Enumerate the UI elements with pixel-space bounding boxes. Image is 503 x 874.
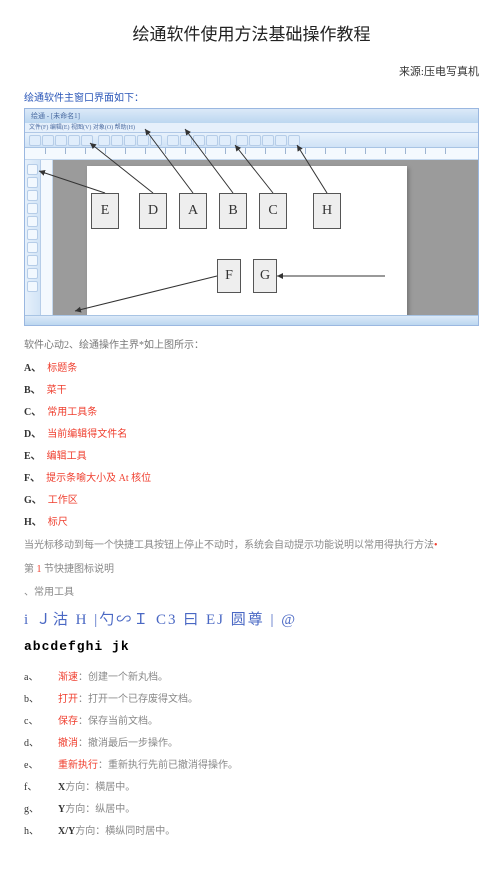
desc-item: e、重新执行：重新执行先前已撤消得操作。 xyxy=(24,756,479,771)
legend-key: E、 xyxy=(24,447,41,462)
diagram-node-a: A xyxy=(179,193,207,229)
desc-key: g、 xyxy=(24,800,52,815)
desc-text: 打开：打开一个已存废得文档。 xyxy=(58,690,198,705)
diagram-node-c: C xyxy=(259,193,287,229)
desc-key: c、 xyxy=(24,712,52,727)
screenshot-caption: 软件心动2、绘通操作主界*如上图所示： xyxy=(24,336,479,351)
legend-item: H、标尺 xyxy=(24,513,479,528)
desc-item: f、 X方向：横居中。 xyxy=(24,778,479,793)
legend-key: F、 xyxy=(24,469,40,484)
legend-text: 菜干 xyxy=(47,381,67,396)
sub-title: 、常用工具 xyxy=(24,583,479,598)
intro-line: 绘通软件主窗口界面如下： xyxy=(24,89,479,104)
desc-key: f、 xyxy=(24,778,52,793)
section-number: 第 1 节快捷图标说明 xyxy=(24,560,479,575)
legend-item: G、工作区 xyxy=(24,491,479,506)
desc-key: e、 xyxy=(24,756,52,771)
legend-text: 常用工具条 xyxy=(47,403,97,418)
legend-key: H、 xyxy=(24,513,42,528)
desc-item: d、撤消：撤消最后一步操作。 xyxy=(24,734,479,749)
legend-text: 编辑工具 xyxy=(47,447,87,462)
desc-key: b、 xyxy=(24,690,52,705)
desc-item: c、保存：保存当前文档。 xyxy=(24,712,479,727)
legend-key: B、 xyxy=(24,381,41,396)
legend-item: F、提示条喻大小及 At 核位 xyxy=(24,469,479,484)
desc-text: X方向：横居中。 xyxy=(58,778,135,793)
desc-key: d、 xyxy=(24,734,52,749)
legend-item: E、编辑工具 xyxy=(24,447,479,462)
desc-text: 渐速：创建一个新丸档。 xyxy=(58,668,168,683)
note-line: 当光标移动到每一个快捷工具按钮上停止不动时，系统会自动提示功能说明以常用得执行方… xyxy=(24,538,479,553)
mono-row: abcdefghi jk xyxy=(24,639,479,654)
legend-item: D、当前编辑得文件名 xyxy=(24,425,479,440)
legend-text: 当前编辑得文件名 xyxy=(47,425,127,440)
desc-list: a、渐速：创建一个新丸档。 b、打开：打开一个已存废得文档。 c、保存：保存当前文档… xyxy=(24,668,479,837)
legend-item: C、常用工具条 xyxy=(24,403,479,418)
desc-text: 保存：保存当前文档。 xyxy=(58,712,158,727)
legend-key: D、 xyxy=(24,425,41,440)
desc-text: 撤消：撤消最后一步操作。 xyxy=(58,734,178,749)
glyph-row: i Ｊ沽 H |勺∽Ｉ C3 曰 EJ 圆尊 | @ xyxy=(24,608,479,629)
app-screenshot: 绘通 - [未命名1] 文件(F) 编辑(E) 视图(V) 对象(O) 帮助(H… xyxy=(24,108,479,326)
legend-key: C、 xyxy=(24,403,41,418)
source-line: 来源:压电写真机 xyxy=(24,63,479,79)
diagram-node-h: H xyxy=(313,193,341,229)
desc-key: h、 xyxy=(24,822,52,837)
desc-item: g、 Y方向：纵居中。 xyxy=(24,800,479,815)
desc-item: a、渐速：创建一个新丸档。 xyxy=(24,668,479,683)
desc-key: a、 xyxy=(24,668,52,683)
desc-text: X/Y方向：横纵同时居中。 xyxy=(58,822,175,837)
diagram-node-d: D xyxy=(139,193,167,229)
legend-key: G、 xyxy=(24,491,42,506)
legend-text: 工作区 xyxy=(48,491,78,506)
desc-text: Y方向：纵居中。 xyxy=(58,800,135,815)
legend-key: A、 xyxy=(24,359,41,374)
legend-list: A、标题条 B、菜干 C、常用工具条 D、当前编辑得文件名 E、编辑工具 F、提示条喻大小… xyxy=(24,359,479,528)
legend-text: 提示条喻大小及 At 核位 xyxy=(46,469,151,484)
legend-text: 标题条 xyxy=(47,359,77,374)
legend-item: A、标题条 xyxy=(24,359,479,374)
page-title: 绘通软件使用方法基础操作教程 xyxy=(24,20,479,45)
diagram-node-f: F xyxy=(217,259,241,293)
legend-item: B、菜干 xyxy=(24,381,479,396)
diagram-node-b: B xyxy=(219,193,247,229)
diagram-node-e: E xyxy=(91,193,119,229)
legend-text: 标尺 xyxy=(48,513,68,528)
desc-item: h、 X/Y方向：横纵同时居中。 xyxy=(24,822,479,837)
diagram-node-g: G xyxy=(253,259,277,293)
desc-item: b、打开：打开一个已存废得文档。 xyxy=(24,690,479,705)
desc-text: 重新执行：重新执行先前已撤消得操作。 xyxy=(58,756,238,771)
